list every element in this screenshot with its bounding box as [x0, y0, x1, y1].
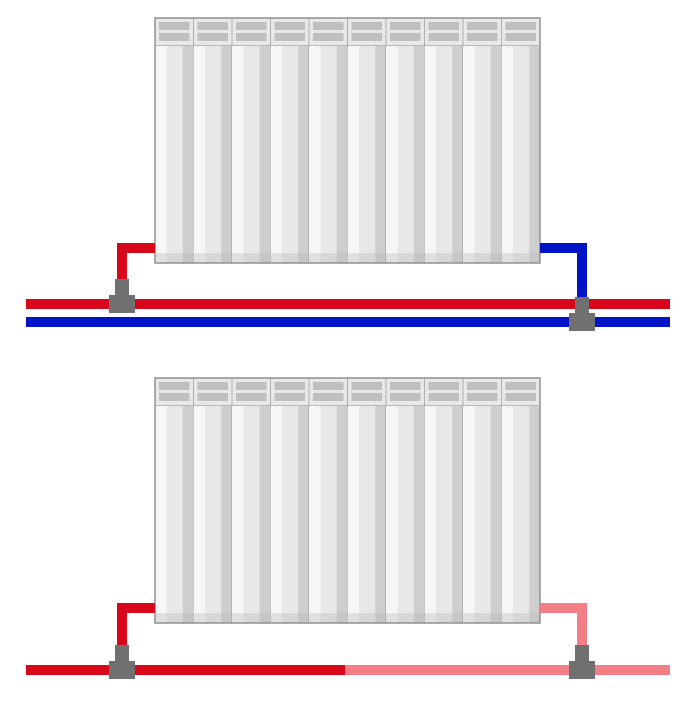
diagram-canvas	[0, 0, 690, 707]
radiator-one-pipe	[155, 378, 540, 623]
tee-right-2	[569, 645, 595, 679]
tee-supply-1	[109, 279, 135, 313]
radiator-two-pipe	[155, 18, 540, 263]
tee-left-2	[109, 645, 135, 679]
